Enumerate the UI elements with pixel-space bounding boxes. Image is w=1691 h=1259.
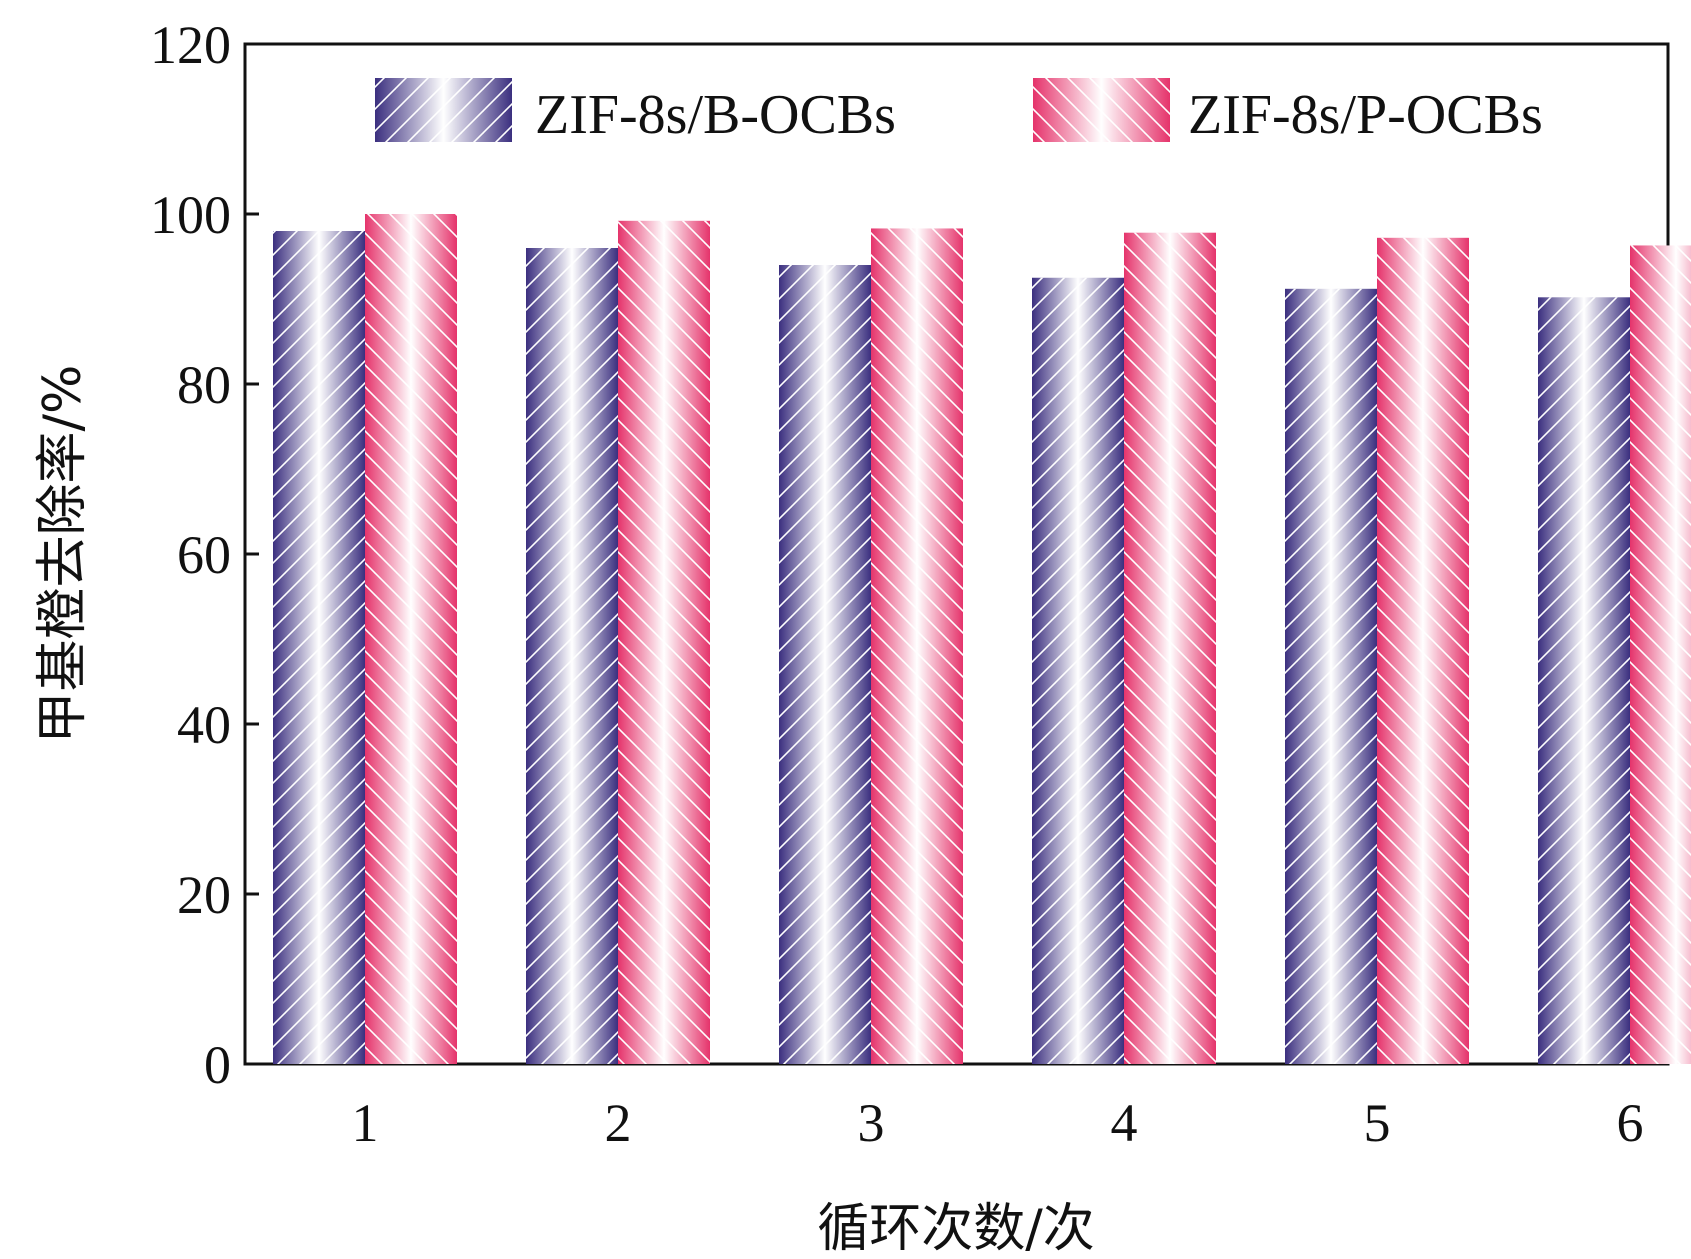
bar-hatch-series-2-cycle-2 — [618, 220, 710, 1065]
x-tick-label: 2 — [605, 1093, 632, 1153]
x-tick-label: 3 — [858, 1093, 885, 1153]
legend-label-b: ZIF-8s/B-OCBs — [535, 84, 896, 146]
legend-label-p: ZIF-8s/P-OCBs — [1188, 84, 1543, 146]
y-tick-label: 100 — [150, 185, 231, 245]
y-tick-label: 120 — [150, 15, 231, 75]
legend: ZIF-8s/B-OCBs ZIF-8s/P-OCBs — [375, 78, 1543, 146]
bar-hatch-series-1-cycle-5 — [1285, 288, 1377, 1064]
y-axis-title: 甲基橙去除率/% — [33, 365, 93, 744]
bar-hatch-series-1-cycle-4 — [1032, 277, 1124, 1064]
bar-hatch-series-2-cycle-6 — [1630, 245, 1691, 1064]
x-tick-label: 6 — [1617, 1093, 1644, 1153]
y-tick-label: 80 — [177, 355, 231, 415]
bar-hatch-series-2-cycle-4 — [1124, 232, 1216, 1064]
bar-hatch-series-1-cycle-3 — [779, 265, 871, 1064]
bar-hatch-series-2-cycle-3 — [871, 228, 963, 1064]
y-axis: 0 20 40 60 80 100 120 — [150, 15, 259, 1095]
bar-hatch-series-2-cycle-1 — [365, 214, 457, 1064]
bars — [273, 214, 1691, 1065]
y-tick-label: 20 — [177, 865, 231, 925]
bar-hatch-series-1-cycle-6 — [1538, 297, 1630, 1064]
y-tick-label: 60 — [177, 525, 231, 585]
legend-swatch-p-hatch — [1033, 78, 1170, 142]
bar-hatch-series-2-cycle-5 — [1377, 237, 1469, 1065]
y-tick-label: 40 — [177, 695, 231, 755]
x-tick-label: 5 — [1364, 1093, 1391, 1153]
legend-swatch-b-hatch — [375, 78, 512, 142]
y-tick-label: 0 — [204, 1035, 231, 1095]
bar-hatch-series-1-cycle-2 — [526, 248, 618, 1064]
x-tick-label: 4 — [1111, 1093, 1138, 1153]
x-axis-title: 循环次数/次 — [817, 1199, 1095, 1259]
bar-hatch-series-1-cycle-1 — [273, 231, 365, 1064]
x-tick-label: 1 — [352, 1093, 379, 1153]
